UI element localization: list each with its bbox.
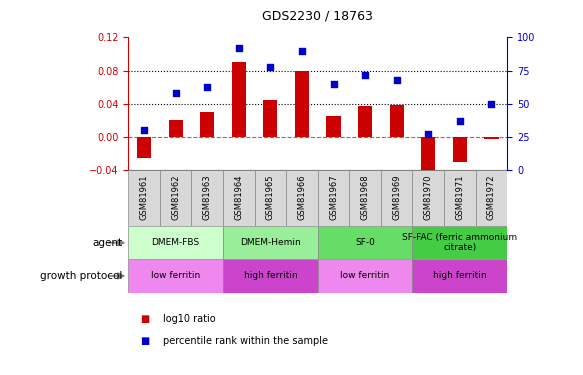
- Text: GDS2230 / 18763: GDS2230 / 18763: [262, 9, 373, 22]
- Point: [392, 77, 401, 83]
- Bar: [421, 137, 436, 183]
- Point: [297, 48, 307, 54]
- Bar: [223, 260, 318, 292]
- Bar: [412, 226, 507, 260]
- Bar: [453, 137, 467, 162]
- Text: GSM81964: GSM81964: [234, 175, 243, 220]
- Text: GSM81962: GSM81962: [171, 175, 180, 220]
- Text: log10 ratio: log10 ratio: [163, 314, 216, 324]
- Point: [139, 128, 149, 134]
- Point: [424, 131, 433, 137]
- Bar: [137, 137, 151, 158]
- Bar: [160, 170, 191, 226]
- Text: SF-FAC (ferric ammonium
citrate): SF-FAC (ferric ammonium citrate): [402, 233, 517, 252]
- Text: GSM81968: GSM81968: [361, 175, 370, 220]
- Text: high ferritin: high ferritin: [433, 272, 487, 280]
- Bar: [358, 106, 372, 137]
- Point: [266, 64, 275, 70]
- Bar: [484, 137, 498, 140]
- Point: [202, 84, 212, 90]
- Text: GSM81961: GSM81961: [139, 175, 149, 220]
- Text: SF-0: SF-0: [355, 238, 375, 247]
- Text: GSM81971: GSM81971: [455, 175, 464, 220]
- Text: GSM81970: GSM81970: [424, 175, 433, 220]
- Text: GSM81969: GSM81969: [392, 175, 401, 220]
- Bar: [412, 260, 507, 292]
- Bar: [412, 170, 444, 226]
- Text: ■: ■: [140, 314, 149, 324]
- Bar: [286, 170, 318, 226]
- Bar: [264, 100, 278, 137]
- Bar: [326, 116, 340, 137]
- Bar: [318, 260, 413, 292]
- Text: GSM81967: GSM81967: [329, 175, 338, 220]
- Bar: [255, 170, 286, 226]
- Bar: [223, 170, 255, 226]
- Bar: [223, 226, 318, 260]
- Text: DMEM-Hemin: DMEM-Hemin: [240, 238, 301, 247]
- Text: GSM81966: GSM81966: [297, 175, 307, 220]
- Bar: [318, 170, 349, 226]
- Text: GSM81972: GSM81972: [487, 175, 496, 220]
- Point: [360, 72, 370, 78]
- Bar: [381, 170, 412, 226]
- Text: high ferritin: high ferritin: [244, 272, 297, 280]
- Bar: [128, 226, 223, 260]
- Text: low ferritin: low ferritin: [151, 272, 200, 280]
- Text: DMEM-FBS: DMEM-FBS: [152, 238, 200, 247]
- Bar: [200, 112, 215, 137]
- Bar: [318, 226, 413, 260]
- Bar: [231, 62, 246, 137]
- Point: [455, 118, 465, 124]
- Text: GSM81965: GSM81965: [266, 175, 275, 220]
- Bar: [444, 170, 476, 226]
- Text: ■: ■: [140, 336, 149, 346]
- Bar: [476, 170, 507, 226]
- Text: low ferritin: low ferritin: [340, 272, 389, 280]
- Point: [171, 90, 180, 96]
- Point: [234, 45, 244, 51]
- Text: agent: agent: [92, 238, 122, 248]
- Bar: [349, 170, 381, 226]
- Bar: [191, 170, 223, 226]
- Bar: [128, 260, 223, 292]
- Text: percentile rank within the sample: percentile rank within the sample: [163, 336, 328, 346]
- Bar: [295, 70, 309, 137]
- Bar: [389, 105, 404, 137]
- Bar: [128, 170, 160, 226]
- Text: GSM81963: GSM81963: [203, 175, 212, 220]
- Point: [329, 81, 338, 87]
- Point: [487, 101, 496, 107]
- Bar: [168, 120, 182, 137]
- Text: growth protocol: growth protocol: [40, 271, 122, 281]
